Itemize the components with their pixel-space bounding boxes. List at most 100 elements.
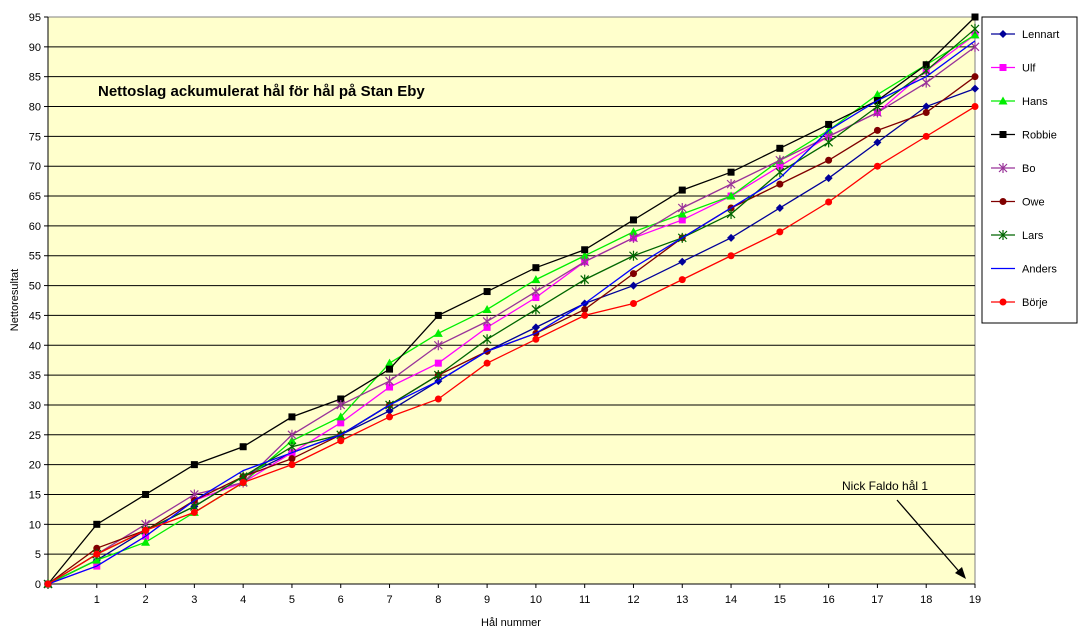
data-point (531, 286, 541, 297)
data-point (434, 359, 442, 367)
y-tick-label: 60 (29, 221, 41, 233)
x-tick-label: 14 (725, 594, 737, 606)
data-point (628, 227, 638, 236)
data-point (288, 413, 296, 421)
legend-marker (999, 298, 1007, 306)
data-point (532, 335, 540, 343)
x-axis: 1 2 3 4 5 6 7 8 9 10 11 12 13 14 15 16 17 18 19 (47, 583, 981, 606)
data-point (873, 138, 882, 147)
x-tick-label: 8 (435, 594, 441, 606)
data-point (483, 323, 491, 331)
y-axis-title: Nettoresultat (9, 269, 21, 331)
y-tick-label: 40 (29, 340, 41, 352)
data-point (922, 61, 930, 69)
y-tick-label: 5 (35, 549, 41, 561)
data-point (482, 316, 492, 327)
data-point (385, 406, 394, 415)
y-axis: 0 5 10 15 20 25 30 35 40 45 50 55 60 65 70 75 80 85 90 95 (29, 12, 49, 591)
grid (48, 46, 975, 555)
series-line (47, 105, 976, 585)
data-point (287, 441, 297, 452)
y-tick-label: 75 (29, 131, 41, 143)
y-tick-label: 15 (29, 489, 41, 501)
legend-items: Lennart Ulf Hans Robbie Bo Owe Lars Anders Börje (991, 29, 1059, 309)
data-point (727, 233, 736, 242)
legend-marker (998, 163, 1008, 173)
data-point (922, 102, 931, 111)
data-point (971, 84, 979, 93)
data-point (483, 359, 491, 367)
data-point (678, 276, 686, 284)
data-point (482, 304, 492, 313)
y-tick-label: 10 (29, 519, 41, 531)
legend-item: Börje (991, 297, 1048, 309)
data-point (678, 257, 687, 266)
data-point (288, 461, 296, 469)
data-point (775, 203, 784, 212)
x-tick-label: 4 (240, 594, 246, 606)
data-point (532, 264, 540, 272)
legend-marker (998, 230, 1008, 240)
data-point (434, 311, 442, 319)
data-point (824, 137, 834, 148)
data-point (922, 132, 930, 140)
legend-item: Ulf (991, 63, 1036, 75)
data-point (581, 311, 589, 319)
data-point (44, 580, 52, 588)
data-point (629, 299, 637, 307)
data-point (677, 202, 687, 213)
legend-label: Hans (1022, 96, 1048, 108)
legend-item: Robbie (991, 130, 1057, 142)
x-tick-label: 19 (969, 594, 981, 606)
y-tick-label: 70 (29, 161, 41, 173)
series-bo (43, 41, 980, 589)
y-tick-label: 0 (35, 579, 41, 591)
data-point (142, 490, 150, 498)
data-point (872, 90, 882, 99)
y-tick-label: 90 (29, 42, 41, 54)
legend-item: Owe (991, 197, 1045, 209)
data-point (971, 13, 979, 21)
data-point (336, 399, 346, 410)
legend-label: Owe (1022, 197, 1045, 209)
data-point (629, 281, 638, 290)
x-tick-label: 5 (289, 594, 295, 606)
data-point (433, 328, 443, 337)
data-point (727, 168, 735, 176)
legend-marker (999, 64, 1007, 71)
data-point (482, 334, 492, 345)
legend-marker (998, 96, 1008, 105)
data-point (532, 294, 540, 302)
data-point (971, 73, 979, 81)
data-point (190, 461, 198, 469)
data-point (726, 208, 736, 219)
legend-label: Lennart (1022, 29, 1059, 41)
data-point (434, 395, 442, 403)
series-börje (44, 103, 979, 588)
legend-marker (999, 30, 1007, 38)
data-point (873, 126, 881, 134)
data-point (970, 23, 980, 34)
legend-label: Anders (1022, 264, 1057, 276)
data-point (873, 162, 881, 170)
data-point (921, 77, 931, 88)
data-point (970, 30, 980, 39)
x-tick-label: 2 (143, 594, 149, 606)
y-tick-label: 35 (29, 370, 41, 382)
x-tick-label: 11 (579, 594, 590, 606)
y-tick-label: 65 (29, 191, 41, 203)
data-point (824, 174, 833, 183)
data-point (337, 437, 345, 445)
data-point (629, 232, 638, 243)
data-point (776, 162, 784, 170)
data-point (629, 250, 638, 261)
series-anders (47, 40, 976, 585)
x-tick-label: 13 (676, 594, 688, 606)
series-layer (43, 13, 980, 589)
data-point (287, 436, 297, 445)
data-point (971, 103, 979, 111)
y-tick-label: 80 (29, 102, 41, 114)
data-point (678, 216, 686, 224)
annotation-arrow (896, 499, 964, 577)
data-point (337, 395, 345, 403)
